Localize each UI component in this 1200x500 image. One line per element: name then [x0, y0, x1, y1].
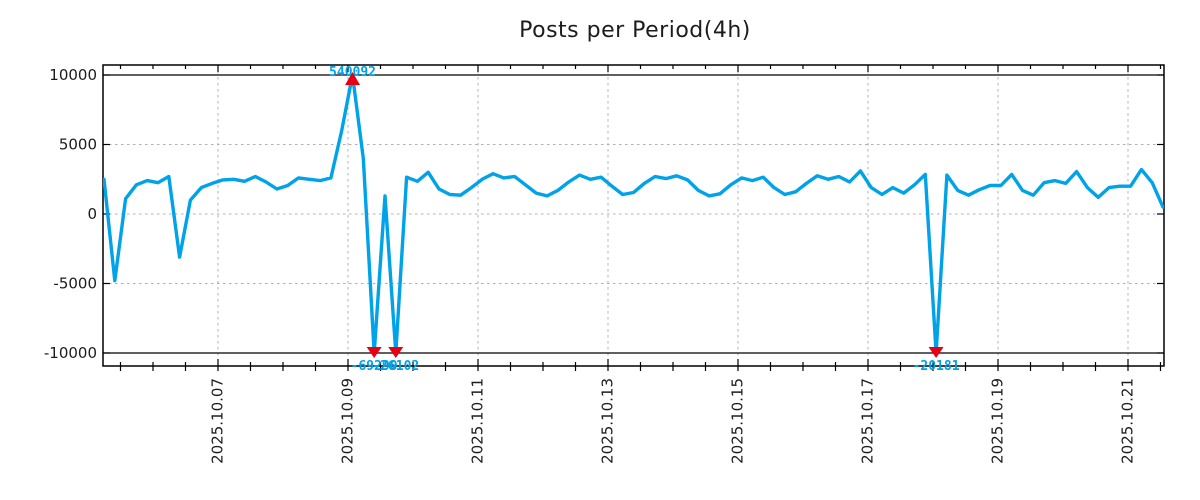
y-axis-label: 10000: [49, 66, 97, 84]
y-axis-label: 0: [87, 205, 97, 223]
peak-annotation: 540092: [329, 65, 376, 80]
x-axis-label: 2025.10.07: [209, 378, 227, 464]
dip-annotation: -20181: [913, 359, 960, 374]
x-axis-label: 2025.10.13: [599, 378, 617, 464]
dip-marker-icon: [388, 347, 404, 358]
x-axis-label: 2025.10.17: [859, 378, 877, 464]
dip-annotation: -69290: [351, 359, 398, 374]
x-axis-label: 2025.10.19: [989, 378, 1007, 464]
dip-marker-icon: [366, 347, 382, 358]
series-line: [103, 73, 1164, 355]
y-axis-label: 5000: [59, 136, 97, 154]
peak-marker-icon: [345, 72, 361, 85]
chart-title: Posts per Period(4h): [519, 18, 751, 43]
y-axis-label: -10000: [44, 344, 97, 362]
plot-frame: [102, 64, 1165, 367]
dip-marker-icon: [928, 347, 944, 358]
x-axis-label: 2025.10.09: [339, 378, 357, 464]
y-axis-label: -5000: [53, 275, 97, 293]
dip-annotation: -26102: [372, 359, 419, 374]
x-axis-label: 2025.10.21: [1119, 378, 1137, 464]
x-axis-label: 2025.10.11: [469, 378, 487, 464]
x-axis-label: 2025.10.15: [729, 378, 747, 464]
